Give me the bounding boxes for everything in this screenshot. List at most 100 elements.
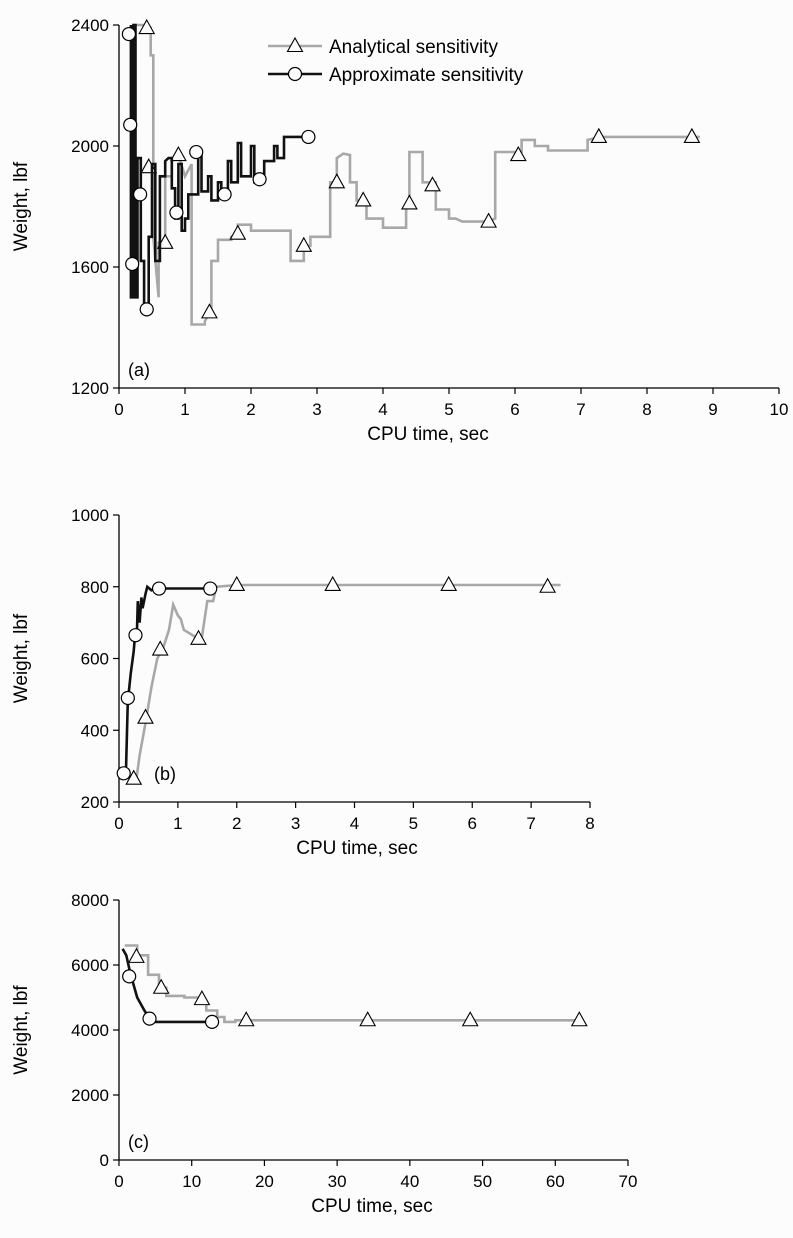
data-point-circle [169,205,184,220]
x-tick-label: 10 [182,1172,201,1191]
data-point-triangle [193,989,211,1006]
x-tick-label: 70 [619,1172,638,1191]
x-tick-label: 4 [350,814,359,833]
x-tick-label: 8 [642,400,651,419]
x-tick-label: 20 [255,1172,274,1191]
data-point-circle [128,628,143,643]
y-tick-label: 200 [81,793,109,812]
x-tick-label: 10 [770,400,789,419]
y-axis-label: Weight, lbf [11,161,32,251]
x-tick-label: 4 [378,400,387,419]
x-tick-label: 7 [576,400,585,419]
data-point-triangle [137,708,154,724]
data-point-triangle [539,577,557,593]
data-point-triangle [128,947,145,963]
data-point-triangle [328,173,346,189]
y-tick-label: 1000 [71,506,109,525]
data-point-triangle [400,194,418,210]
y-tick-label: 2000 [71,1086,109,1105]
x-tick-label: 60 [546,1172,565,1191]
data-point-circle [123,117,138,132]
x-tick-label: 6 [510,400,519,419]
x-axis-label: CPU time, sec [367,424,488,445]
data-point-triangle [125,769,143,785]
data-point-triangle [138,18,156,35]
y-tick-label: 2400 [71,16,109,35]
data-point-circle [133,187,148,202]
data-point-triangle [683,127,701,143]
y-tick-label: 1200 [71,379,109,398]
data-point-circle [151,581,167,596]
x-tick-label: 3 [291,814,300,833]
legend: Analytical sensitivity Approximate sensit… [268,36,524,86]
x-tick-label: 3 [312,400,321,419]
data-point-circle [142,1011,157,1026]
series-line [123,584,212,774]
y-tick-label: 2000 [71,137,109,156]
x-tick-label: 50 [473,1172,492,1191]
x-axis-label: CPU time, sec [296,838,417,859]
data-point-triangle [461,1011,479,1027]
data-point-triangle [152,978,170,994]
series-analytical [125,575,561,785]
data-point-triangle [200,303,218,319]
x-tick-label: 9 [708,400,717,419]
series-line [124,944,581,1024]
data-point-circle [189,144,204,160]
data-point-triangle [354,191,372,207]
x-tick-label: 40 [400,1172,419,1191]
data-point-triangle [480,212,498,228]
data-point-triangle [324,575,342,592]
data-point-circle [139,302,154,317]
panel-a: 0 1 2 3 4 5 6 7 8 9 10 1200 1600 2000 2400 CPU time, se… [11,16,788,445]
data-point-triangle [359,1011,377,1027]
y-axis-label: Weight, lbf [11,613,32,703]
legend-label-approximate: Approximate sensitivity [329,65,524,86]
y-tick-label: 4000 [71,1021,109,1040]
y-tick-label: 6000 [71,956,109,975]
panel-label: (c) [128,1132,149,1152]
data-point-circle [217,187,232,202]
data-point-triangle [237,1011,255,1027]
legend-label-analytical: Analytical sensitivity [329,37,498,58]
x-tick-label: 5 [409,814,418,833]
x-tick-label: 2 [232,814,241,833]
data-point-triangle [424,176,441,192]
y-axis-label: Weight, lbf [11,985,32,1075]
x-axis-label: CPU time, sec [311,1196,432,1217]
x-tick-label: 0 [114,400,123,419]
x-tick-label: 0 [114,1172,123,1191]
data-point-triangle [440,575,458,592]
x-tick-label: 0 [114,814,123,833]
series-approximate [121,948,220,1029]
data-point-circle [203,581,218,596]
series-line [131,583,561,782]
legend-marker-triangle [286,36,304,53]
legend-marker-circle [287,66,303,82]
x-tick-label: 6 [468,814,477,833]
series-analytical [124,944,588,1027]
x-tick-label: 1 [180,400,189,419]
series-analytical [132,18,701,326]
panel-label: (a) [128,360,150,380]
data-point-circle [120,690,135,706]
y-tick-label: 8000 [71,891,109,910]
x-tick-label: 8 [585,814,594,833]
data-point-circle [125,256,140,272]
data-point-circle [252,172,267,187]
x-tick-label: 30 [328,1172,347,1191]
data-point-triangle [295,236,313,252]
data-point-circle [116,766,131,781]
x-tick-label: 1 [173,814,182,833]
data-point-triangle [570,1011,588,1027]
data-point-triangle [509,145,527,162]
data-point-triangle [590,127,608,143]
series-approximate [121,23,316,317]
data-point-triangle [190,629,207,645]
x-tick-label: 5 [444,400,453,419]
data-point-triangle [156,233,174,249]
y-tick-label: 800 [81,578,109,597]
data-point-circle [121,26,136,42]
